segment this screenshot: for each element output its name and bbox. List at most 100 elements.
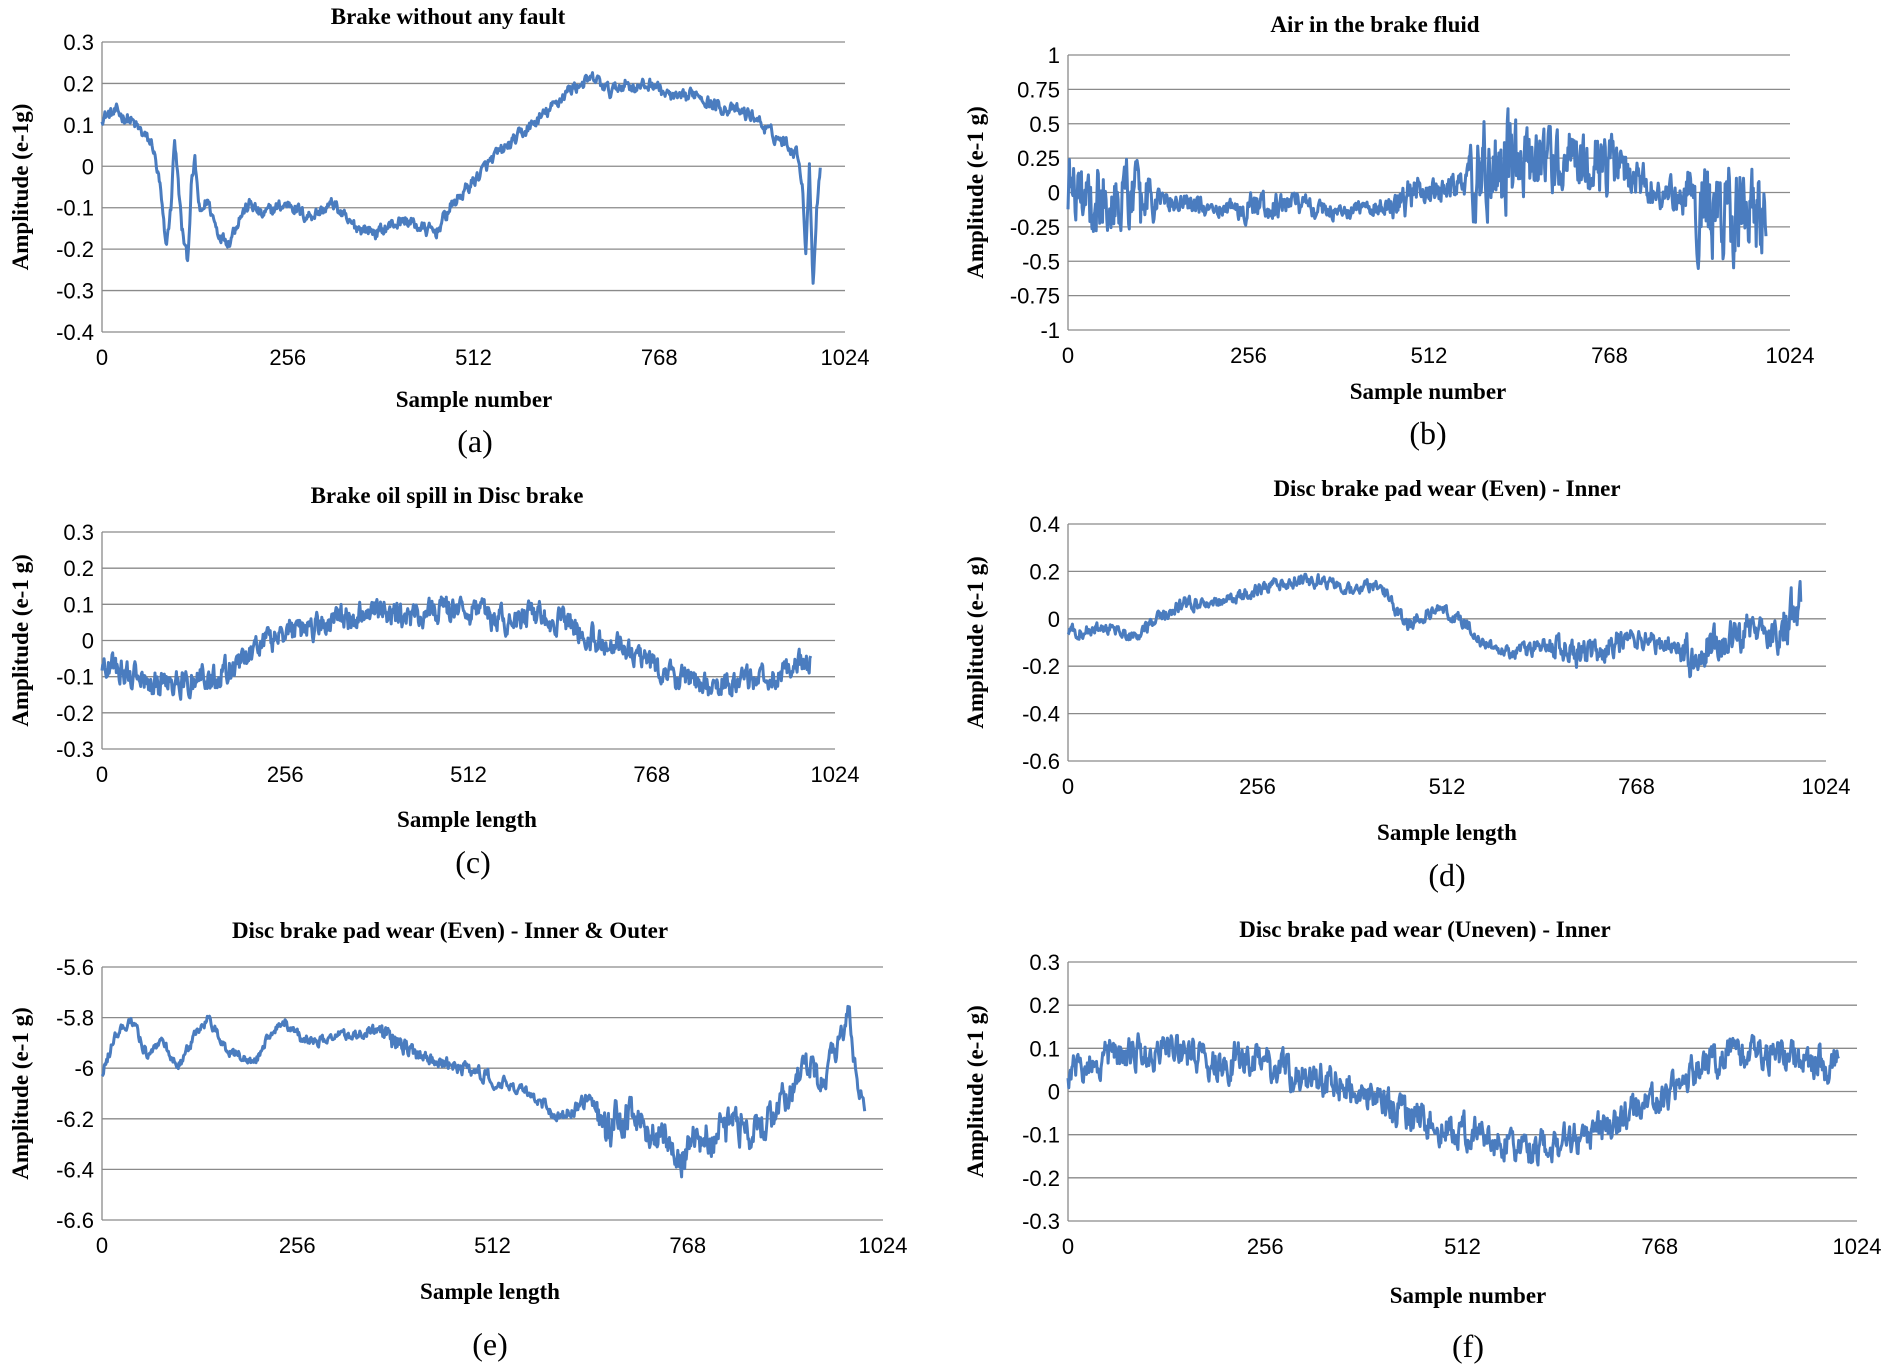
x-tick-label: 256 xyxy=(269,345,306,370)
chart-title: Disc brake pad wear (Even) - Inner xyxy=(1273,476,1620,501)
x-tick-label: 0 xyxy=(1062,774,1074,799)
x-tick-label: 256 xyxy=(279,1233,316,1258)
y-tick-label: -0.3 xyxy=(56,737,94,762)
panel-caption: (f) xyxy=(1452,1328,1484,1364)
x-tick-label: 512 xyxy=(1429,774,1466,799)
y-tick-label: -5.8 xyxy=(56,1006,94,1031)
x-tick-label: 512 xyxy=(1444,1234,1481,1259)
y-tick-label: -0.1 xyxy=(56,665,94,690)
x-axis-label: Sample length xyxy=(420,1279,560,1304)
x-tick-label: 1024 xyxy=(811,762,860,787)
x-tick-label: 1024 xyxy=(1833,1234,1882,1259)
series-line xyxy=(100,595,813,701)
x-tick-label: 512 xyxy=(1411,343,1448,368)
x-tick-label: 0 xyxy=(96,1233,108,1258)
series-line xyxy=(100,71,822,285)
y-tick-label: 0 xyxy=(1048,181,1060,206)
x-tick-label: 768 xyxy=(633,762,670,787)
x-tick-label: 512 xyxy=(450,762,487,787)
x-tick-label: 0 xyxy=(96,762,108,787)
y-tick-label: 0.2 xyxy=(63,556,94,581)
y-tick-label: -5.6 xyxy=(56,955,94,980)
panel-caption: (a) xyxy=(457,423,493,459)
y-tick-label: -0.2 xyxy=(1022,1166,1060,1191)
x-tick-label: 1024 xyxy=(859,1233,908,1258)
x-axis-label: Sample number xyxy=(1390,1283,1547,1308)
chart-title: Disc brake pad wear (Uneven) - Inner xyxy=(1239,917,1610,942)
y-tick-label: -0.6 xyxy=(1022,749,1060,774)
x-tick-label: 768 xyxy=(1618,774,1655,799)
y-tick-label: 0 xyxy=(1048,607,1060,632)
x-tick-label: 768 xyxy=(641,345,678,370)
y-tick-label: -0.2 xyxy=(56,237,94,262)
y-tick-label: -0.75 xyxy=(1010,284,1060,309)
y-tick-label: 0 xyxy=(82,629,94,654)
y-axis-label: Amplitude (e-1 g) xyxy=(8,554,33,726)
y-tick-label: 0.2 xyxy=(1029,559,1060,584)
x-tick-label: 256 xyxy=(267,762,304,787)
y-tick-label: -6.2 xyxy=(56,1107,94,1132)
chart-panel-f: -0.3 -0.2 -0.1 0 0.1 0.2 0.3 0 256 512 768 1024 Disc… xyxy=(963,917,1881,1364)
x-tick-label: 512 xyxy=(455,345,492,370)
chart-panel-a: -0.4 -0.3 -0.2 -0.1 0 0.1 0.2 0.3 0 256 512 768 1024… xyxy=(8,4,869,459)
series-line xyxy=(1066,1032,1840,1167)
y-tick-label: -6.6 xyxy=(56,1208,94,1233)
y-tick-label: -0.3 xyxy=(56,279,94,304)
y-tick-label: -6 xyxy=(74,1056,94,1081)
x-tick-label: 256 xyxy=(1239,774,1276,799)
y-tick-label: -0.3 xyxy=(1022,1209,1060,1234)
series-line xyxy=(1066,572,1803,679)
y-tick-label: -1 xyxy=(1040,318,1060,343)
y-axis-label: Amplitude (e-1 g) xyxy=(963,1005,988,1177)
y-tick-label: 0 xyxy=(82,154,94,179)
chart-title: Brake without any fault xyxy=(331,4,566,29)
x-tick-label: 768 xyxy=(1641,1234,1678,1259)
y-tick-label: -0.2 xyxy=(56,701,94,726)
y-tick-label: 1 xyxy=(1048,43,1060,68)
y-axis-label: Amplitude (e-1 g) xyxy=(963,106,988,278)
x-axis-label: Sample number xyxy=(396,387,553,412)
x-tick-label: 512 xyxy=(474,1233,511,1258)
y-tick-label: 0.25 xyxy=(1017,146,1060,171)
y-tick-label: 0.1 xyxy=(63,113,94,138)
y-tick-label: 0.3 xyxy=(63,30,94,55)
chart-title: Disc brake pad wear (Even) - Inner & Out… xyxy=(232,918,668,943)
x-tick-label: 1024 xyxy=(821,345,870,370)
chart-title: Air in the brake fluid xyxy=(1270,12,1479,37)
panel-caption: (b) xyxy=(1409,415,1446,451)
chart-panel-d: -0.6 -0.4 -0.2 0 0.2 0.4 0 256 512 768 1024 Disc br… xyxy=(963,476,1850,893)
y-axis-label: Amplitude (e-1 g) xyxy=(963,556,988,728)
y-tick-label: -0.1 xyxy=(1022,1123,1060,1148)
y-tick-label: 0.75 xyxy=(1017,77,1060,102)
y-tick-label: 0.1 xyxy=(1029,1036,1060,1061)
y-tick-label: -0.25 xyxy=(1010,215,1060,240)
y-tick-label: 0.3 xyxy=(63,520,94,545)
chart-panel-e: -6.6 -6.4 -6.2 -6 -5.8 -5.6 0 256 512 768 1024 Disc… xyxy=(8,918,907,1362)
panel-caption: (e) xyxy=(472,1326,508,1362)
x-tick-label: 0 xyxy=(1062,343,1074,368)
y-tick-label: -0.4 xyxy=(1022,702,1060,727)
y-tick-label: 0.2 xyxy=(63,71,94,96)
chart-panel-c: -0.3 -0.2 -0.1 0 0.1 0.2 0.3 0 256 512 768 1024 Brak… xyxy=(8,483,859,880)
x-tick-label: 256 xyxy=(1230,343,1267,368)
chart-panel-b: -1 -0.75 -0.5 -0.25 0 0.25 0.5 0.75 1 0 256 512 768 1… xyxy=(963,12,1814,451)
y-axis-label: Amplitude (e-1g) xyxy=(8,104,33,271)
x-tick-label: 0 xyxy=(96,345,108,370)
x-tick-label: 1024 xyxy=(1766,343,1815,368)
y-tick-label: 0 xyxy=(1048,1080,1060,1105)
y-tick-label: 0.4 xyxy=(1029,512,1060,537)
chart-title: Brake oil spill in Disc brake xyxy=(311,483,584,508)
series-line xyxy=(100,1004,867,1179)
series-line xyxy=(1066,107,1768,270)
y-tick-label: 0.5 xyxy=(1029,112,1060,137)
y-tick-label: -0.1 xyxy=(56,196,94,221)
y-tick-label: 0.1 xyxy=(63,592,94,617)
panel-caption: (d) xyxy=(1428,857,1465,893)
x-axis-label: Sample number xyxy=(1350,379,1507,404)
x-tick-label: 0 xyxy=(1062,1234,1074,1259)
x-tick-label: 768 xyxy=(1591,343,1628,368)
y-tick-label: -0.2 xyxy=(1022,654,1060,679)
y-axis-label: Amplitude (e-1 g) xyxy=(8,1007,33,1179)
x-tick-label: 256 xyxy=(1247,1234,1284,1259)
